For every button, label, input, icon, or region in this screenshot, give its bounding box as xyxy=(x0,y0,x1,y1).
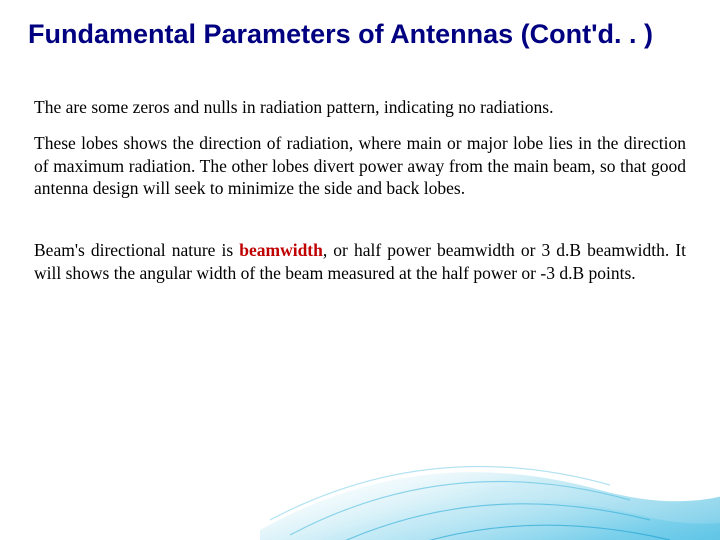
p3-highlight: beamwidth xyxy=(239,240,323,260)
slide-body: The are some zeros and nulls in radiatio… xyxy=(28,96,692,284)
paragraph-1: The are some zeros and nulls in radiatio… xyxy=(34,96,686,118)
slide: Fundamental Parameters of Antennas (Cont… xyxy=(0,0,720,540)
paragraph-2: These lobes shows the direction of radia… xyxy=(34,132,686,199)
paragraph-3: Beam's directional nature is beamwidth, … xyxy=(34,239,686,284)
p3-pre: Beam's directional nature is xyxy=(34,240,239,260)
slide-title: Fundamental Parameters of Antennas (Cont… xyxy=(28,18,692,52)
decorative-swoosh xyxy=(260,350,720,540)
